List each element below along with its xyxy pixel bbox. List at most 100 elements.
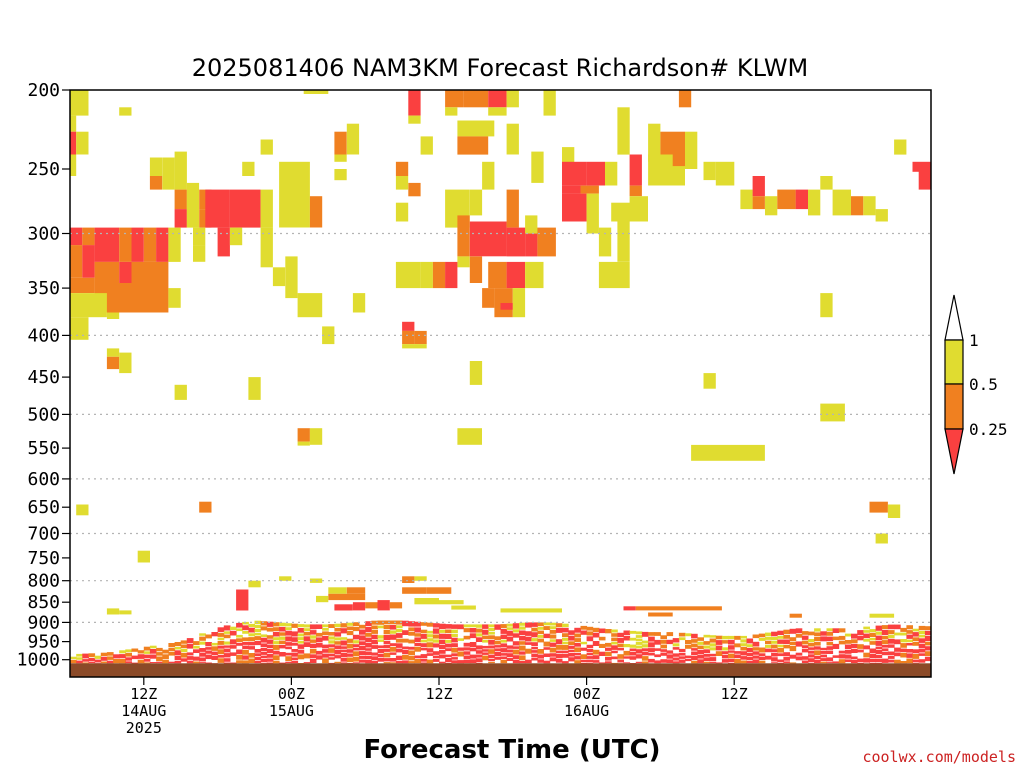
ri-pbl-cell <box>389 658 397 662</box>
ri-pbl-cell <box>709 647 717 651</box>
ri-pbl-cell <box>851 633 858 639</box>
ri-pbl-cell <box>279 636 286 640</box>
ri-pbl-cell <box>777 647 784 653</box>
ri-pbl-cell <box>469 628 477 633</box>
ri-pbl-cell <box>660 644 667 649</box>
ri-pbl-cell <box>506 649 514 653</box>
y-tick-label: 650 <box>27 497 60 518</box>
ri-pbl-cell <box>758 633 766 638</box>
ri-pbl-cell <box>352 651 360 657</box>
ri-pbl-cell <box>765 644 772 648</box>
ri-pbl-cell <box>395 655 403 660</box>
ri-pbl-cell <box>266 639 274 644</box>
ri-pbl-cell <box>715 635 723 640</box>
ri-pbl-cell <box>752 641 760 647</box>
ri-pbl-cell <box>629 644 637 648</box>
ri-pbl-cell <box>703 634 711 638</box>
ri-pbl-cell <box>562 654 569 658</box>
ri-pbl-cell <box>838 659 846 664</box>
ri-pbl-cell <box>463 628 471 633</box>
ri-pbl-cell <box>586 626 594 631</box>
ri-pbl-cell <box>199 641 206 645</box>
ri-pbl-cell <box>242 649 249 655</box>
ri-pbl-cell <box>377 620 385 625</box>
ri-cell <box>506 261 526 289</box>
ri-pbl-cell <box>857 644 864 649</box>
ri-pbl-cell <box>537 627 544 630</box>
ri-pbl-cell <box>826 631 834 636</box>
ri-pbl-cell <box>672 647 680 650</box>
ri-pbl-cell <box>217 645 225 649</box>
ri-pbl-cell <box>359 645 366 651</box>
ri-pbl-cell <box>377 648 385 654</box>
ri-pbl-cell <box>549 626 557 630</box>
ri-pbl-cell <box>174 661 182 664</box>
ri-pbl-cell <box>426 630 434 634</box>
ri-pbl-cell <box>531 622 538 627</box>
ri-pbl-cell <box>869 662 877 664</box>
ri-pbl-cell <box>285 652 292 656</box>
ri-pbl-cell <box>912 654 920 659</box>
ri-pbl-cell <box>605 661 612 664</box>
ri-pbl-cell <box>482 652 489 655</box>
ri-pbl-cell <box>598 636 606 641</box>
ri-pbl-cell <box>346 626 354 631</box>
ri-pbl-cell <box>709 662 717 664</box>
ri-pbl-cell <box>352 656 360 662</box>
ri-pbl-cell <box>623 630 631 636</box>
ri-pbl-cell <box>414 659 421 664</box>
ri-pbl-cell <box>291 660 299 664</box>
ri-pbl-cell <box>352 627 360 632</box>
ri-pbl-cell <box>223 653 231 658</box>
ri-pbl-cell <box>371 625 378 630</box>
ri-pbl-cell <box>260 621 268 626</box>
ri-cell <box>119 610 132 615</box>
ri-pbl-cell <box>568 653 575 657</box>
ri-pbl-cell <box>611 641 618 645</box>
ri-pbl-cell <box>740 643 747 647</box>
ri-cell <box>715 161 735 186</box>
ri-pbl-cell <box>851 649 858 653</box>
ri-cell <box>525 261 544 289</box>
ri-pbl-cell <box>832 636 840 641</box>
ri-pbl-cell <box>451 660 458 664</box>
ri-pbl-cell <box>475 637 483 642</box>
ri-pbl-cell <box>106 660 114 664</box>
ri-cell <box>887 504 901 518</box>
ri-pbl-cell <box>500 656 508 660</box>
ri-pbl-cell <box>346 631 354 636</box>
ri-pbl-cell <box>685 640 692 644</box>
ri-pbl-cell <box>795 652 803 656</box>
ri-cell <box>174 209 187 228</box>
ri-cell <box>672 154 685 167</box>
ri-pbl-cell <box>549 629 557 634</box>
ri-pbl-cell <box>143 654 151 659</box>
ri-cell <box>494 288 513 318</box>
ri-pbl-cell <box>236 634 243 638</box>
x-tick-label: 12Z <box>721 685 748 703</box>
ri-pbl-cell <box>562 661 569 664</box>
ri-pbl-cell <box>303 653 311 659</box>
ri-pbl-cell <box>912 642 920 646</box>
ri-cell <box>789 613 802 618</box>
ri-cell <box>309 428 323 445</box>
ri-pbl-cell <box>672 657 680 661</box>
ri-pbl-cell <box>629 656 637 660</box>
ri-pbl-cell <box>648 636 655 642</box>
ri-pbl-cell <box>519 645 526 651</box>
ri-pbl-cell <box>500 648 508 653</box>
ri-pbl-cell <box>666 639 674 645</box>
ri-pbl-cell <box>906 658 913 664</box>
ri-pbl-cell <box>162 649 169 654</box>
ri-pbl-cell <box>808 639 815 643</box>
ri-pbl-cell <box>229 662 237 664</box>
ri-pbl-cell <box>832 655 840 658</box>
ri-pbl-cell <box>488 635 495 640</box>
ri-pbl-cell <box>365 656 372 659</box>
ri-pbl-cell <box>266 635 274 639</box>
ri-pbl-cell <box>408 639 415 644</box>
ri-cell <box>691 444 765 461</box>
ri-pbl-cell <box>340 662 348 664</box>
ri-pbl-cell <box>143 646 151 651</box>
